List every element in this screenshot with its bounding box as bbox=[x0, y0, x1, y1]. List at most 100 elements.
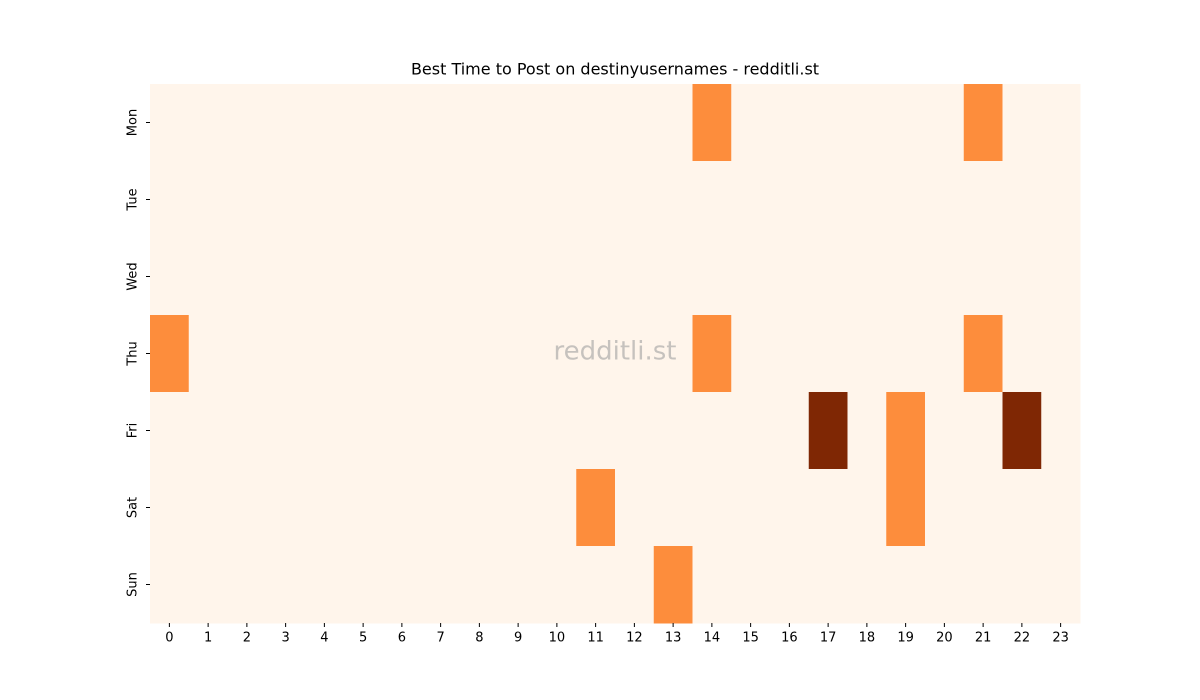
heatmap-cell bbox=[150, 161, 190, 239]
heatmap-cell bbox=[963, 161, 1003, 239]
heatmap-cell bbox=[925, 469, 965, 547]
heatmap-cell bbox=[808, 84, 848, 162]
heatmap-cell bbox=[150, 238, 190, 316]
y-tick-label: Wed bbox=[126, 262, 141, 290]
heatmap-cell bbox=[343, 392, 383, 470]
heatmap-cell bbox=[692, 84, 732, 162]
heatmap-cell bbox=[653, 469, 693, 547]
x-tick-label: 18 bbox=[859, 631, 876, 646]
x-tick-label: 16 bbox=[781, 631, 798, 646]
heatmap-cell bbox=[963, 315, 1003, 393]
heatmap-cell bbox=[150, 315, 190, 393]
heatmap-cell bbox=[188, 315, 228, 393]
heatmap-cell bbox=[963, 392, 1003, 470]
heatmap-cell bbox=[886, 469, 926, 547]
heatmap-cell bbox=[266, 392, 306, 470]
heatmap-cell bbox=[1041, 161, 1081, 239]
y-tick-label: Tue bbox=[126, 188, 141, 211]
x-tick-label: 2 bbox=[243, 631, 251, 646]
heatmap-cell bbox=[615, 392, 655, 470]
heatmap-cell bbox=[498, 546, 538, 624]
heatmap-cell bbox=[1041, 238, 1081, 316]
x-tick-label: 6 bbox=[398, 631, 406, 646]
x-tick-label: 14 bbox=[704, 631, 721, 646]
x-tick-label: 17 bbox=[820, 631, 837, 646]
heatmap-cell bbox=[925, 84, 965, 162]
heatmap-cell bbox=[731, 469, 771, 547]
heatmap-cell bbox=[692, 469, 732, 547]
heatmap-cell bbox=[886, 315, 926, 393]
heatmap-cell bbox=[266, 469, 306, 547]
heatmap-cell bbox=[498, 161, 538, 239]
heatmap-cell bbox=[808, 161, 848, 239]
x-tick-label: 21 bbox=[975, 631, 992, 646]
x-tick-label: 23 bbox=[1052, 631, 1069, 646]
heatmap-cell bbox=[847, 315, 887, 393]
heatmap-cell bbox=[537, 84, 577, 162]
heatmap-cell bbox=[692, 238, 732, 316]
heatmap-cell bbox=[343, 469, 383, 547]
y-tick-label: Fri bbox=[126, 423, 141, 439]
heatmap-cell bbox=[731, 84, 771, 162]
heatmap-cell bbox=[847, 392, 887, 470]
heatmap-cell bbox=[498, 469, 538, 547]
y-tick-label: Thu bbox=[126, 341, 141, 366]
x-tick-label: 13 bbox=[665, 631, 682, 646]
x-tick-label: 5 bbox=[359, 631, 367, 646]
heatmap-cell bbox=[731, 238, 771, 316]
heatmap-cell bbox=[1041, 546, 1081, 624]
heatmap-cell bbox=[188, 84, 228, 162]
heatmap-cell bbox=[692, 546, 732, 624]
x-tick-label: 7 bbox=[436, 631, 444, 646]
heatmap-cell bbox=[653, 546, 693, 624]
heatmap-cell bbox=[576, 469, 616, 547]
heatmap-cell bbox=[886, 546, 926, 624]
heatmap-cell bbox=[150, 84, 190, 162]
heatmap-cell bbox=[692, 161, 732, 239]
heatmap-cell bbox=[150, 469, 190, 547]
heatmap-cell bbox=[1041, 315, 1081, 393]
heatmap-cell bbox=[925, 392, 965, 470]
heatmap-cell bbox=[460, 546, 500, 624]
heatmap-cell bbox=[770, 238, 810, 316]
heatmap-cell bbox=[382, 84, 422, 162]
heatmap-cell bbox=[1041, 84, 1081, 162]
x-tick-label: 19 bbox=[897, 631, 914, 646]
heatmap-cell bbox=[382, 315, 422, 393]
heatmap-cell bbox=[925, 238, 965, 316]
x-tick-label: 11 bbox=[587, 631, 604, 646]
heatmap-cell bbox=[615, 161, 655, 239]
heatmap-cell bbox=[537, 238, 577, 316]
heatmap-cell bbox=[421, 546, 461, 624]
heatmap-cell bbox=[770, 84, 810, 162]
x-tick-label: 20 bbox=[936, 631, 953, 646]
heatmap-cell bbox=[460, 315, 500, 393]
heatmap-cell bbox=[537, 392, 577, 470]
x-tick-label: 22 bbox=[1014, 631, 1031, 646]
x-tick-label: 15 bbox=[742, 631, 759, 646]
heatmap-cell bbox=[770, 469, 810, 547]
heatmap-cell bbox=[1002, 84, 1042, 162]
heatmap-cell bbox=[460, 238, 500, 316]
y-tick-label: Mon bbox=[126, 109, 141, 136]
heatmap-cell bbox=[731, 315, 771, 393]
heatmap-cell bbox=[537, 546, 577, 624]
heatmap-cell bbox=[925, 161, 965, 239]
heatmap-cell bbox=[227, 392, 267, 470]
heatmap-cell bbox=[963, 238, 1003, 316]
heatmap-cell bbox=[227, 469, 267, 547]
heatmap-cell bbox=[421, 392, 461, 470]
heatmap-cell bbox=[305, 315, 345, 393]
heatmap-cell bbox=[305, 161, 345, 239]
heatmap-cell bbox=[188, 469, 228, 547]
heatmap-cell bbox=[227, 238, 267, 316]
heatmap-cell bbox=[421, 469, 461, 547]
x-tick-label: 12 bbox=[626, 631, 643, 646]
heatmap-cell bbox=[963, 469, 1003, 547]
heatmap-cell bbox=[227, 84, 267, 162]
heatmap-cell bbox=[692, 315, 732, 393]
heatmap-cell bbox=[421, 84, 461, 162]
heatmap-cell bbox=[305, 469, 345, 547]
heatmap-cell bbox=[886, 238, 926, 316]
